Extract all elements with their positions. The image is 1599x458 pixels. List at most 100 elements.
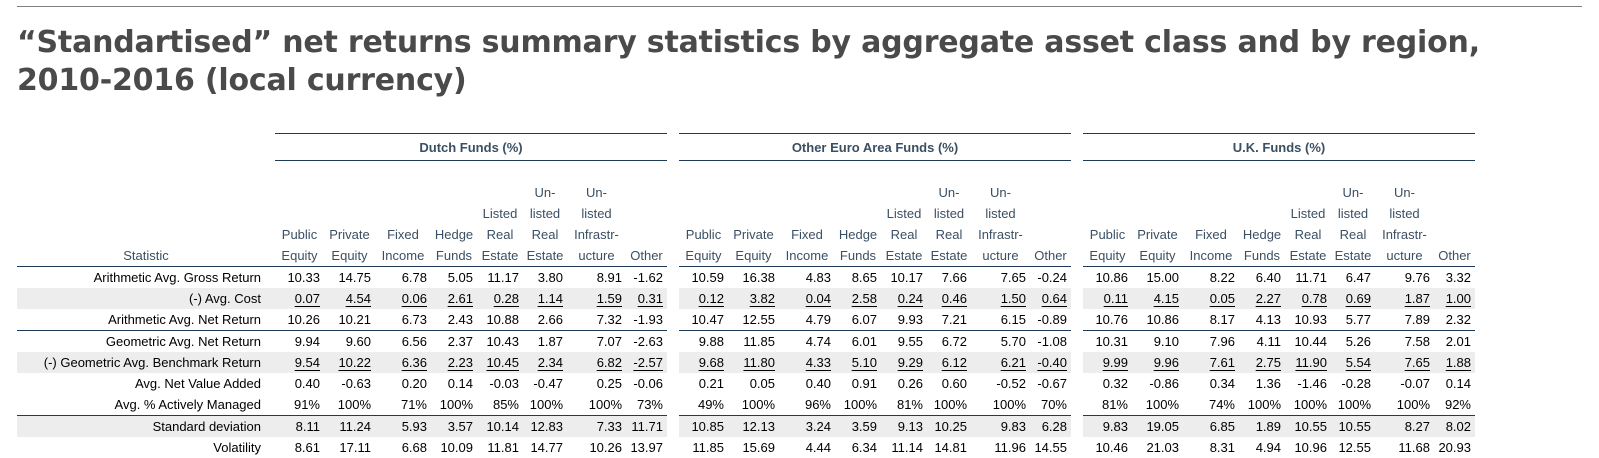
cell-spacer xyxy=(667,330,679,352)
table-cell: 10.43 xyxy=(477,329,523,352)
cell-value: 11.68 xyxy=(1398,439,1430,455)
table-cell: 70% xyxy=(1030,394,1071,416)
cell-value: 6.07 xyxy=(851,311,877,327)
table-cell: 6.12 xyxy=(927,351,971,373)
cell-value: 10.96 xyxy=(1294,439,1327,455)
cell-value: -1.93 xyxy=(633,311,663,327)
cell-value: 6.78 xyxy=(401,269,427,285)
table-cell: 7.61 xyxy=(1183,351,1239,373)
cell-value: 7.58 xyxy=(1404,333,1430,349)
summary-statistics-table: Dutch Funds (%) Other Euro Area Funds (%)… xyxy=(17,133,1475,458)
column-header-line: Estate xyxy=(1289,247,1327,263)
cell-value: 100% xyxy=(588,396,622,412)
cell-spacer xyxy=(1071,287,1083,309)
table-cell: -0.07 xyxy=(1375,373,1434,394)
column-header-line: Real xyxy=(935,226,963,242)
table-cell: 9.93 xyxy=(881,309,927,331)
table-cell: -0.28 xyxy=(1331,373,1375,394)
column-header-line: Income xyxy=(381,247,425,263)
column-header-line: Estate xyxy=(526,247,564,263)
table-cell: 1.89 xyxy=(1239,414,1285,437)
table-cell: -0.24 xyxy=(1030,266,1071,288)
group-header: Dutch Funds (%) xyxy=(275,133,667,161)
table-cell: 100% xyxy=(567,394,626,416)
column-header-row: Statistic Public Equity Private Equity Fixed I… xyxy=(17,160,1475,267)
cell-value: -0.40 xyxy=(1037,354,1067,370)
column-spacer xyxy=(1071,161,1083,267)
table-row: Avg. % Actively Managed 91% 100% 71% 100% 85%… xyxy=(17,394,1475,416)
cell-value: 6.82 xyxy=(596,354,622,370)
cell-value: -2.63 xyxy=(633,333,663,349)
table-cell: 2.37 xyxy=(431,329,477,352)
column-header: Listed Real Estate xyxy=(881,160,927,267)
column-header-line: Private xyxy=(733,226,774,242)
cell-value: 16.38 xyxy=(742,269,775,285)
table-cell: 100% xyxy=(1331,394,1375,416)
table-cell: 100% xyxy=(523,394,567,416)
column-header-line: Equity xyxy=(281,247,318,263)
table-cell: 10.09 xyxy=(431,437,477,458)
cell-value: 14.81 xyxy=(934,439,967,455)
column-header: Private Equity xyxy=(324,160,375,267)
cell-spacer xyxy=(1071,266,1083,288)
column-header: Un-listed Infrastr-ucture xyxy=(1375,160,1434,267)
cell-value: 1.89 xyxy=(1255,418,1281,434)
cell-value: 0.04 xyxy=(805,290,831,306)
column-header: Private Equity xyxy=(728,160,779,267)
table-cell: 81% xyxy=(881,394,927,416)
cell-value: 0.28 xyxy=(493,290,519,306)
cell-value: 4.74 xyxy=(805,333,831,349)
cell-value: 13.97 xyxy=(630,439,663,455)
cell-value: 2.61 xyxy=(447,290,473,306)
cell-value: 70% xyxy=(1040,396,1067,412)
cell-spacer xyxy=(1071,415,1083,437)
column-header: Un-listed Real Estate xyxy=(1331,160,1375,267)
column-header-line: ucture xyxy=(578,247,615,263)
cell-value: 0.14 xyxy=(1445,375,1471,391)
cell-value: 6.15 xyxy=(1000,311,1026,327)
group-header-blank xyxy=(17,134,275,161)
table-cell: 6.01 xyxy=(835,329,881,352)
cell-value: -0.28 xyxy=(1341,375,1371,391)
cell-value: 10.26 xyxy=(287,311,320,327)
cell-value: 10.25 xyxy=(934,418,967,434)
cell-value: 10.85 xyxy=(691,418,724,434)
cell-value: 5.05 xyxy=(447,269,473,285)
column-header-line: Public xyxy=(281,226,318,242)
table-cell: 14.81 xyxy=(927,437,971,458)
cell-value: 81% xyxy=(1101,396,1128,412)
table-cell: 9.60 xyxy=(324,329,375,352)
table-cell: 12.55 xyxy=(1331,437,1375,458)
table-cell: 10.59 xyxy=(679,266,728,288)
cell-value: 2.43 xyxy=(447,311,473,327)
table-cell: 4.11 xyxy=(1239,329,1285,352)
table-cell: 5.70 xyxy=(971,329,1030,352)
table-cell: 12.55 xyxy=(728,309,779,331)
column-header-line: Private xyxy=(329,226,370,242)
cell-value: 10.76 xyxy=(1095,311,1128,327)
page-title: “Standartised” net returns summary stati… xyxy=(17,25,1480,98)
cell-value: 9.99 xyxy=(1102,354,1128,370)
cell-value: 100% xyxy=(1337,396,1371,412)
group-spacer xyxy=(667,134,679,161)
column-header-line: Equity xyxy=(1089,247,1126,263)
table-cell: 0.05 xyxy=(1183,287,1239,309)
table-cell: 7.65 xyxy=(971,266,1030,288)
column-header: Listed Real Estate xyxy=(477,160,523,267)
table-cell: 3.24 xyxy=(779,414,835,437)
table-cell: 7.32 xyxy=(567,309,626,331)
cell-value: 92% xyxy=(1444,396,1471,412)
column-header-line: Estate xyxy=(885,247,923,263)
table-cell: 5.10 xyxy=(835,351,881,373)
cell-value: 6.47 xyxy=(1345,269,1371,285)
cell-value: 9.93 xyxy=(897,311,923,327)
cell-value: 6.36 xyxy=(401,354,427,370)
column-header-line: Equity xyxy=(685,247,722,263)
cell-value: 6.72 xyxy=(941,333,967,349)
cell-value: 14.75 xyxy=(338,269,371,285)
cell-value: 8.11 xyxy=(295,418,320,434)
table-cell: 8.91 xyxy=(567,266,626,288)
column-header-line: listed xyxy=(529,205,561,221)
cell-value: 2.23 xyxy=(447,354,473,370)
table-cell: 0.14 xyxy=(431,373,477,394)
